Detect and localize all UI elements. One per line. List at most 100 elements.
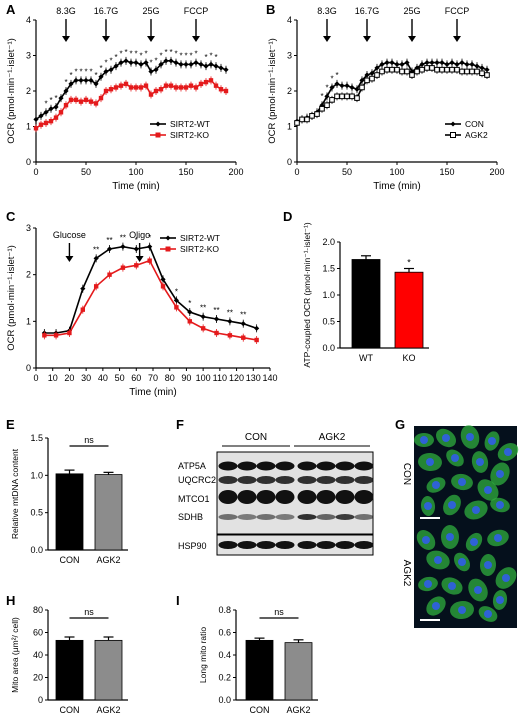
significance-star: * (119, 50, 122, 59)
significance-star: * (330, 74, 333, 83)
treatment-arrowhead (65, 256, 74, 262)
x-tick-label: 130 (246, 373, 261, 383)
data-point (88, 99, 94, 104)
data-point (38, 122, 44, 127)
band-sdhb (237, 514, 257, 520)
x-tick-label: 80 (165, 373, 175, 383)
y-tick-label: 1 (26, 122, 31, 132)
nucleus-stain (484, 561, 492, 569)
bar-agk2 (284, 642, 313, 701)
band-mtco1 (297, 490, 317, 504)
significance-star: ** (240, 311, 246, 320)
legend-label: CON (465, 119, 484, 129)
nucleus-stain (476, 458, 484, 466)
nucleus-stain (488, 437, 496, 445)
data-point (80, 286, 86, 292)
significance-star: * (104, 58, 107, 67)
significance-star: * (79, 67, 82, 76)
y-axis-label: OCR (pmol·min⁻¹·islet⁻¹) (267, 38, 278, 144)
significance-star: * (49, 96, 52, 105)
data-point (148, 92, 154, 97)
x-tick-label: AGK2 (96, 705, 120, 715)
significance-star: ** (213, 306, 219, 315)
treatment-arrowhead (135, 256, 144, 262)
data-point (213, 83, 219, 88)
band-sdhb (297, 514, 317, 520)
data-point (469, 61, 475, 67)
y-tick-label: 1.5 (30, 433, 43, 443)
data-point (314, 111, 320, 117)
y-tick-label: 0.4 (218, 650, 231, 660)
treatment-arrowhead (453, 36, 461, 42)
panel-label-b: B (266, 2, 275, 17)
data-point (143, 83, 149, 88)
data-point (118, 60, 124, 66)
data-point (160, 276, 166, 282)
treatment-label: 25G (403, 6, 420, 16)
nucleus-stain (466, 433, 474, 441)
data-point (193, 60, 199, 66)
x-tick-label: 40 (98, 373, 108, 383)
x-tick-label: 0 (294, 167, 299, 177)
x-tick-label: 200 (228, 167, 243, 177)
data-point (113, 85, 119, 90)
nucleus-stain (458, 478, 466, 486)
bar-agk2 (94, 639, 123, 701)
significance-label: ns (274, 607, 284, 617)
chart-panel-e: 0.0 0.5 1.0 1.5 Relative mtDNA content CON AGK… (10, 433, 128, 565)
micro-label-agk2: AGK2 (401, 560, 412, 587)
significance-star: * (407, 258, 411, 268)
legend-marker (155, 121, 161, 127)
data-point (484, 72, 490, 78)
legend-label: SIRT2-KO (180, 244, 219, 254)
x-tick-label: 60 (131, 373, 141, 383)
chart-panel-h: 0 20 40 60 80 Mito area (μm²/ cell) CON AGK2 ns (10, 605, 128, 715)
significance-star: * (114, 53, 117, 62)
data-point (454, 66, 460, 73)
data-point (334, 93, 340, 100)
data-point (459, 60, 465, 66)
y-axis-label: ATP-coupled OCR (pmol·min⁻¹·islet⁻¹) (302, 222, 312, 367)
significance-star: * (335, 71, 338, 80)
legend-marker (165, 246, 171, 252)
chart-panel-i: 0.0 0.2 0.4 0.6 0.8 Long mito ratio CON AGK2 ns (198, 605, 318, 715)
y-tick-label: 40 (33, 650, 43, 660)
panel-label-e: E (6, 417, 15, 432)
treatment-arrowhead (62, 36, 70, 42)
bar-ko (394, 271, 424, 349)
data-point (479, 70, 485, 77)
nucleus-stain (424, 580, 432, 588)
panel-label-g: G (395, 417, 405, 432)
data-point (198, 81, 204, 87)
data-point (223, 88, 229, 94)
significance-star: * (129, 50, 132, 59)
y-tick-label: 1.0 (322, 290, 335, 300)
data-point (344, 93, 350, 100)
band-sdhb (275, 514, 295, 520)
blot-label-mtco1: MTCO1 (178, 494, 210, 504)
data-point (294, 120, 300, 126)
data-point (304, 116, 310, 123)
data-point (399, 68, 405, 75)
data-point (120, 244, 126, 250)
x-tick-label: 100 (128, 167, 143, 177)
significance-star: * (149, 58, 152, 67)
data-point (173, 85, 179, 90)
data-point (103, 88, 109, 94)
data-point (394, 61, 400, 67)
band-uqcrc2 (335, 476, 355, 484)
band-mtco1 (218, 490, 238, 504)
data-point (309, 113, 315, 119)
band-uqcrc2 (256, 476, 276, 484)
bar-agk2 (94, 474, 123, 551)
data-point (419, 61, 425, 67)
legend-label: SIRT2-WT (170, 119, 210, 129)
data-point (299, 116, 305, 123)
data-point (48, 118, 54, 124)
y-tick-label: 0.2 (218, 673, 231, 683)
x-tick-label: 20 (64, 373, 74, 383)
x-tick-label: 120 (229, 373, 244, 383)
data-point (93, 255, 99, 261)
treatment-label: Glucose (53, 230, 86, 240)
data-point (359, 84, 365, 91)
